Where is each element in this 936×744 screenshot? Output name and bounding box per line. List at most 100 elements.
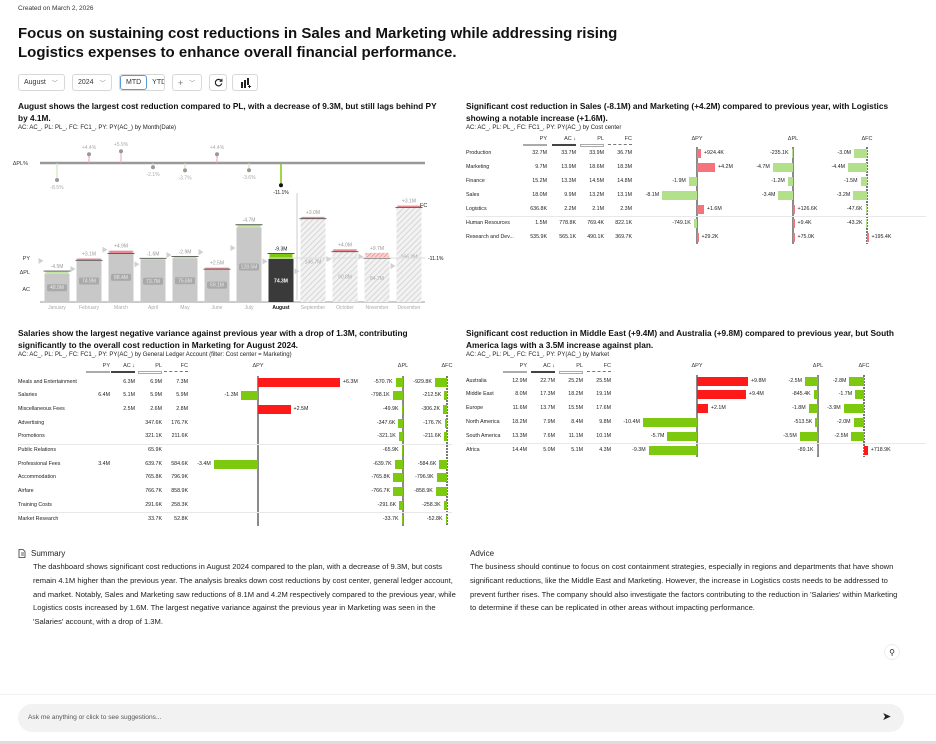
dfc-bar	[865, 218, 867, 228]
dfc-bar	[443, 500, 447, 510]
dpl-pct-label: -2.1%	[146, 172, 160, 178]
cell-py: 6.4M	[98, 392, 110, 399]
cell-fc: 4.3M	[599, 446, 611, 453]
dpl-pct-dot	[151, 165, 155, 170]
value-label-box	[207, 281, 227, 289]
dpl-label: -3.4M	[761, 191, 776, 198]
row-label: Promotions	[18, 433, 45, 440]
cell-py: 1.5M	[535, 219, 547, 226]
cell-ac: 565.1K	[559, 233, 576, 240]
cell-fc: 5.9M	[176, 392, 188, 399]
dfc-bar	[444, 418, 447, 428]
row-label-ac: AC	[22, 287, 30, 293]
dpl-label: -766.7K	[371, 488, 391, 495]
ytd-button[interactable]: YTD	[152, 79, 165, 86]
dpl-pct-dot	[119, 149, 123, 154]
dfc-bar	[444, 432, 447, 442]
chevron-down-icon: ﹀	[99, 81, 106, 87]
add-chart-button[interactable]	[232, 74, 258, 91]
gl-account-subtitle: AC: AC_, PL: PL_, FC: FC1_, PY: PY(AC_) …	[18, 352, 292, 358]
column-header-dfc: ΔFC	[861, 136, 873, 142]
cell-pl: 347.6K	[145, 419, 162, 426]
dpl-marker	[205, 267, 229, 270]
year-dropdown[interactable]: 2024 ﹀	[72, 74, 112, 91]
dpy-label: +1.6M	[706, 205, 722, 212]
cell-py: 32.7M	[532, 149, 547, 156]
column-header-dpl: ΔPL	[787, 136, 799, 142]
dfc-bar	[865, 204, 867, 214]
dfc-label: -1.7M	[838, 391, 853, 398]
chevron-down-icon: ﹀	[189, 81, 196, 87]
dpl-label: -89.1K	[797, 446, 814, 453]
column-marker-ac	[111, 371, 135, 373]
month-label: September	[301, 305, 326, 311]
dpl-pct-label: -11.1%	[273, 190, 289, 196]
dpy-axis	[696, 375, 698, 457]
dpl-marker	[237, 224, 261, 228]
dpy-bar	[697, 204, 704, 214]
cell-fc: 10.1M	[596, 432, 611, 439]
column-header-pl: PL	[155, 363, 162, 369]
dpy-label: -3.4M	[197, 460, 211, 467]
month-label: April	[148, 305, 158, 311]
column-header-dpy: ΔPY	[691, 363, 703, 369]
gl-account-heading: Salaries show the largest negative varia…	[18, 328, 408, 350]
row-label: Advertising	[18, 419, 45, 426]
chat-input[interactable]: Ask me anything or click to see suggesti…	[18, 704, 904, 732]
cell-ac: 7.9M	[543, 418, 555, 425]
dpl-label: -765.8K	[371, 474, 391, 481]
dpy-axis	[696, 147, 698, 244]
dpl-marker	[333, 249, 357, 252]
month-label: August	[272, 305, 290, 311]
send-button[interactable]: ➤	[882, 710, 891, 723]
row-separator	[18, 512, 452, 514]
dpl-label: -49.9K	[382, 405, 399, 412]
py-marker	[102, 246, 108, 253]
document-icon	[18, 549, 26, 558]
cell-py: 12.9M	[512, 377, 527, 384]
row-separator	[18, 443, 452, 445]
mtd-button[interactable]: MTD	[120, 75, 148, 90]
row-label: Europe	[466, 405, 484, 412]
monthly-chart-subtitle: AC: AC_, PL: PL_, FC: FC1_, PY: PY(AC_) …	[18, 125, 177, 131]
dpy-bar	[213, 459, 258, 469]
cell-fc: 176.7K	[171, 419, 188, 426]
feedback-button[interactable]: ⚲	[884, 644, 900, 660]
row-label: Professional Fees	[18, 460, 61, 467]
cost-center-subtitle: AC: AC_, PL: PL_, FC: FC1_, PY: PY(AC_) …	[466, 125, 622, 131]
dpl-marker	[77, 258, 101, 261]
add-button[interactable]: + ﹀	[172, 74, 202, 91]
row-separator	[466, 216, 926, 217]
dpl-label: -639.7K	[373, 460, 392, 467]
month-label: October	[336, 305, 354, 311]
value-label-box	[239, 263, 259, 271]
dfc-label: -2.8M	[832, 377, 847, 384]
year-value: 2024	[78, 79, 94, 86]
dpl-pct-label: +4.4%	[210, 145, 225, 151]
dpl-bar	[787, 176, 793, 186]
column-header-fc: FC	[180, 363, 188, 369]
dfc-label: -929.8K	[413, 378, 432, 385]
dfc-bar	[849, 376, 864, 386]
column-marker-py	[86, 371, 110, 373]
dpl-axis	[792, 147, 794, 244]
month-dropdown[interactable]: August ﹀	[18, 74, 65, 91]
cell-pl: 490.1K	[587, 233, 604, 240]
value-label-box	[79, 277, 99, 285]
cell-pl: 15.5M	[568, 405, 583, 412]
dpl-marker	[269, 253, 293, 259]
dpl-bar	[772, 162, 793, 172]
column-marker-pl	[138, 371, 162, 374]
column-header-dpy: ΔPY	[691, 136, 703, 142]
dfc-label: -52.8K	[426, 515, 443, 522]
ac-value-label: 88.4M	[114, 275, 128, 281]
cell-pl: 321.1K	[145, 433, 162, 440]
dpl-bar	[399, 500, 403, 510]
cell-ac: 6.3M	[123, 378, 135, 385]
dpl-marker	[109, 250, 133, 254]
column-header-dfc: ΔFC	[858, 363, 870, 369]
dpl-label: -33.7K	[382, 515, 399, 522]
dpl-bar	[393, 487, 403, 497]
refresh-button[interactable]	[209, 74, 227, 91]
row-label: Logistics	[466, 205, 487, 212]
